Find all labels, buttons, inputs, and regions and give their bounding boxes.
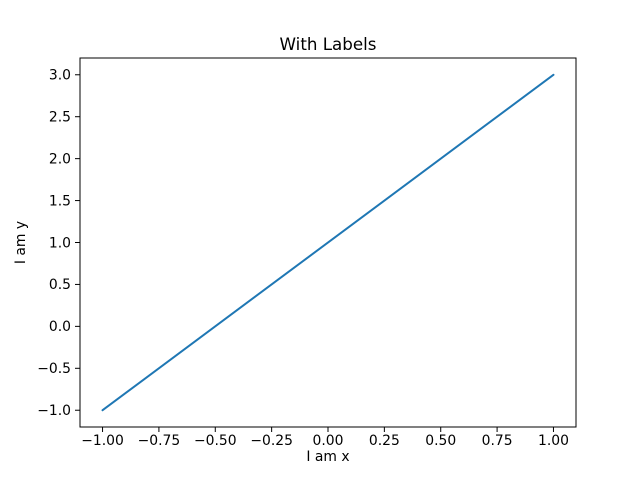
y-axis-label: I am y	[13, 221, 29, 264]
chart-title: With Labels	[280, 34, 377, 54]
x-axis-label: I am x	[306, 449, 349, 465]
y-tick-label: 1.5	[49, 193, 71, 209]
plot-area: −1.00 −0.75 −0.50 −0.25 0.00 0.25 0.50 0.75 1.00…	[37, 57, 577, 449]
y-tick-label: 0.0	[49, 319, 71, 335]
y-tick-label: 2.0	[49, 151, 71, 167]
x-tick-label: −0.75	[138, 433, 181, 449]
y-tick-label: −0.5	[37, 361, 71, 377]
x-tick-label: 0.25	[369, 433, 400, 449]
y-tick-label: 0.5	[49, 277, 71, 293]
data-line	[101, 73, 555, 412]
x-tick-label: −1.00	[81, 433, 124, 449]
x-tick-label: 0.00	[313, 433, 344, 449]
x-tick-label: −0.50	[194, 433, 237, 449]
x-tick-label: 0.50	[425, 433, 456, 449]
y-tick-label: −1.0	[37, 403, 71, 419]
x-tick-label: −0.25	[250, 433, 293, 449]
y-tick-label: 2.5	[49, 110, 71, 126]
y-tick-label: 1.0	[49, 235, 71, 251]
x-tick-label: 0.75	[482, 433, 513, 449]
y-tick-label: 3.0	[49, 68, 71, 84]
x-tick-label: 1.00	[538, 433, 569, 449]
